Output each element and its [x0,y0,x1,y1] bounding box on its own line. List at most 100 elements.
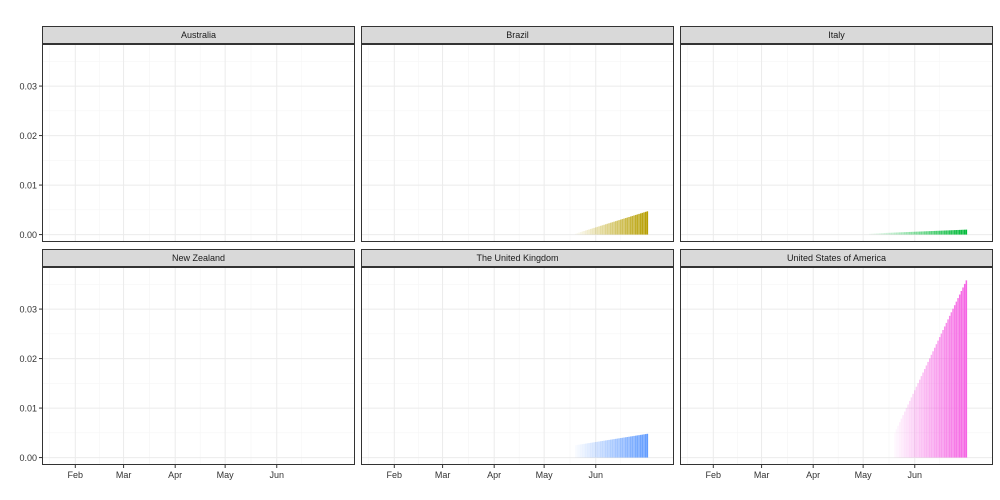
data-bar [590,442,592,458]
data-bar [638,213,640,235]
data-bar [872,233,874,235]
data-bar [593,227,595,235]
data-bar [593,442,595,458]
panel-border [361,267,674,465]
data-bar [600,225,602,235]
data-bar [935,344,938,458]
data-bar [628,436,630,458]
data-bar [629,436,632,458]
x-tick-label: May [536,470,554,480]
data-bar [935,230,938,235]
data-bar [616,438,619,458]
data-bar [646,433,649,458]
data-bar [897,425,899,458]
data-bar [608,223,610,235]
data-bar [626,436,629,458]
panel-border [680,44,993,242]
data-bar [957,298,959,458]
data-bar [604,224,607,235]
data-bar [927,231,929,235]
data-bar [965,229,968,235]
panel-background [361,267,674,465]
data-bar [598,226,600,235]
data-bar [962,229,964,235]
data-bar [963,229,966,235]
data-bar [955,301,958,458]
data-bar [909,231,911,235]
x-tick-label: May [217,470,235,480]
data-bar [943,326,946,458]
facet-strip-label: Australia [181,30,216,40]
data-bar [933,347,936,458]
data-bar [580,444,582,458]
data-bar [629,216,632,235]
data-bar [596,226,599,235]
facet-strip [361,26,674,44]
data-bar [621,219,624,235]
panel-background [680,44,993,242]
data-bar [633,435,635,458]
x-tick-label: Jun [588,470,603,480]
data-bar [595,442,597,458]
data-bar [870,233,873,235]
data-bar [953,305,956,458]
data-bar [644,434,647,458]
data-bar [932,230,934,235]
data-bar [910,397,913,458]
data-bar [952,230,954,235]
data-bar [887,232,889,235]
data-bar [624,437,627,458]
data-bar [641,434,644,458]
facet-strip-label: United States of America [787,253,886,263]
data-bar [885,232,888,235]
data-bar [877,233,879,235]
data-bar [646,211,649,235]
data-bar [920,376,923,458]
y-tick-label: 0.03 [19,304,37,314]
y-tick-label: 0.03 [19,81,37,91]
data-bar [922,372,924,458]
data-bar [598,441,600,458]
data-bar [591,228,594,235]
data-bar [938,337,941,458]
data-bar [576,444,579,458]
data-bar [880,233,883,235]
data-bar [636,214,639,235]
data-bar [904,232,906,235]
data-bar [919,231,921,235]
data-bar [907,232,909,235]
data-bar [616,220,619,235]
data-bar [603,440,605,458]
data-bar [945,322,948,458]
data-bar [608,439,610,458]
data-bar [882,233,884,235]
data-bar [940,333,943,458]
facet-panel: Australia 0.00 0.01 0.02 0.03 [19,26,355,242]
data-bar [639,434,642,458]
data-bar [942,230,944,235]
data-bar [943,230,946,235]
data-bar [618,220,620,235]
data-bar [581,231,584,235]
x-tick-label: Jun [269,470,284,480]
data-bar [578,232,580,235]
data-bar [586,229,589,235]
data-bar [945,230,948,235]
data-bar [603,224,605,235]
data-bar [576,233,579,235]
data-bar [613,221,615,235]
data-bar [614,438,617,458]
data-bar [950,230,953,235]
data-bar [624,218,627,235]
data-bar [930,231,933,235]
data-bar [912,393,914,458]
facet-strip-label: Brazil [506,30,529,40]
data-bar [905,232,908,235]
x-tick-label: Mar [435,470,451,480]
data-bar [912,231,914,235]
data-bar [601,440,604,458]
data-bar [917,383,919,458]
data-bar [920,231,923,235]
panel-background [42,44,355,242]
